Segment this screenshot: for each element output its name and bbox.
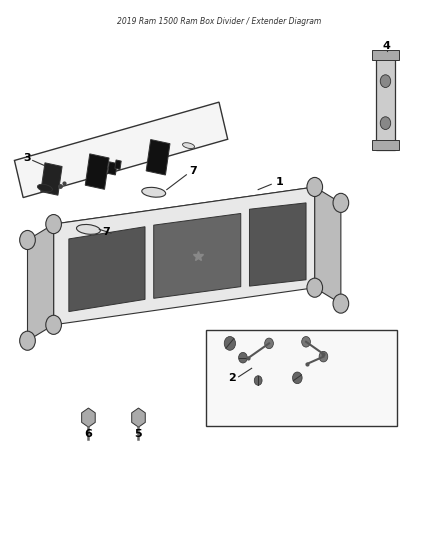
Bar — [376, 54, 395, 150]
Circle shape — [46, 215, 61, 233]
Circle shape — [307, 278, 322, 297]
Polygon shape — [53, 187, 315, 325]
Text: 1: 1 — [276, 176, 284, 187]
Circle shape — [302, 336, 311, 347]
Circle shape — [333, 294, 349, 313]
Circle shape — [254, 376, 262, 385]
Text: 2019 Ram 1500 Ram Box Divider / Extender Diagram: 2019 Ram 1500 Ram Box Divider / Extender… — [117, 17, 321, 26]
Ellipse shape — [142, 187, 166, 197]
Circle shape — [380, 117, 391, 130]
Ellipse shape — [77, 224, 100, 235]
Polygon shape — [69, 227, 145, 312]
Text: 6: 6 — [85, 429, 92, 439]
Circle shape — [307, 177, 322, 197]
Circle shape — [46, 316, 61, 334]
Polygon shape — [154, 214, 241, 298]
Circle shape — [239, 352, 247, 363]
Polygon shape — [315, 187, 341, 304]
Circle shape — [333, 193, 349, 213]
Circle shape — [380, 75, 391, 87]
Bar — [206, 330, 397, 425]
Polygon shape — [28, 224, 53, 341]
Bar — [115, 160, 121, 169]
Bar — [372, 50, 399, 60]
Bar — [108, 162, 117, 175]
Text: 7: 7 — [102, 227, 110, 237]
Polygon shape — [53, 187, 315, 237]
Circle shape — [20, 331, 35, 350]
Text: 3: 3 — [24, 153, 31, 163]
Text: 5: 5 — [134, 429, 142, 439]
Text: 2: 2 — [228, 373, 236, 383]
Ellipse shape — [183, 143, 194, 149]
Bar — [41, 163, 62, 195]
Text: 7: 7 — [189, 166, 197, 176]
Circle shape — [20, 230, 35, 249]
Circle shape — [319, 351, 328, 362]
Text: 4: 4 — [383, 42, 391, 52]
Circle shape — [224, 336, 236, 350]
Polygon shape — [14, 102, 228, 198]
Circle shape — [293, 372, 302, 384]
Ellipse shape — [37, 184, 53, 192]
Bar — [146, 140, 170, 175]
Polygon shape — [250, 203, 306, 286]
Bar — [372, 140, 399, 150]
Circle shape — [265, 338, 273, 349]
Bar — [85, 154, 109, 189]
